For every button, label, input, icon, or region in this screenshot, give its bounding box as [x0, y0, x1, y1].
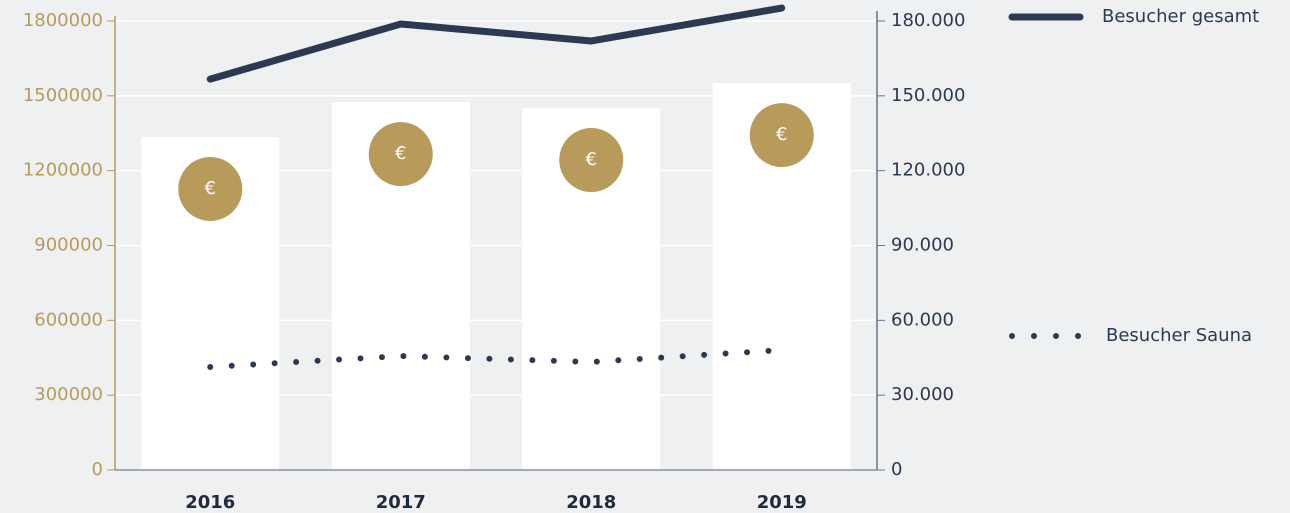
x-tick-label: 2016 [185, 492, 235, 513]
x-tick-label: 2019 [757, 492, 807, 513]
line-series [207, 347, 785, 370]
euro-symbol: € [205, 178, 216, 199]
euro-icon [178, 156, 243, 221]
y-tick-label: 1800000 [23, 10, 103, 31]
x-tick-label: 2017 [376, 492, 426, 513]
y-tick-label: 1200000 [23, 160, 103, 181]
y-tick-label: 1500000 [23, 85, 103, 106]
euro-symbol: € [776, 124, 787, 145]
legend-label: Besucher Sauna [1106, 325, 1252, 346]
y-tick-label: 600000 [34, 309, 103, 330]
y-tick-label: 0 [92, 459, 103, 480]
y-tick-label: 300000 [34, 384, 103, 405]
y2-tick-label: 180.000 [891, 10, 965, 31]
line-series [206, 4, 786, 83]
euro-icon [559, 128, 624, 193]
legend-label: Besucher gesamt [1102, 6, 1259, 27]
x-tick-label: 2018 [566, 492, 616, 513]
euro-icon [368, 122, 433, 187]
y2-tick-label: 60.000 [891, 309, 954, 330]
y2-tick-label: 30.000 [891, 384, 954, 405]
euro-symbol: € [586, 149, 597, 170]
y-tick-label: 900000 [34, 235, 103, 256]
y2-tick-label: 120.000 [891, 160, 965, 181]
y2-tick-label: 90.000 [891, 235, 954, 256]
y2-tick-label: 150.000 [891, 85, 965, 106]
y2-tick-label: 0 [891, 459, 902, 480]
euro-icon [749, 103, 814, 168]
euro-symbol: € [395, 143, 406, 164]
